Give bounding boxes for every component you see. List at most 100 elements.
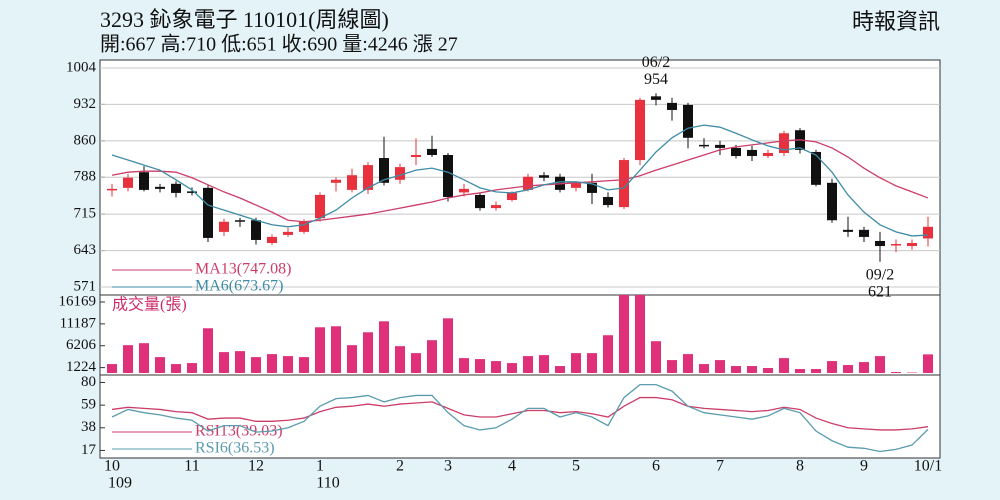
candle-body <box>379 158 389 183</box>
x-sub-label: 110 <box>316 475 339 492</box>
candle-body <box>539 175 549 178</box>
plot-area <box>99 59 941 459</box>
candle-body <box>187 191 197 193</box>
candle-body <box>219 221 229 232</box>
bar <box>363 332 373 373</box>
annotation: 06/2 <box>642 54 670 71</box>
bar <box>379 321 389 373</box>
source: 時報資訊 <box>852 9 940 34</box>
bar <box>875 356 885 373</box>
bar <box>603 335 613 373</box>
series-line <box>111 383 929 453</box>
x-tick-label: 3 <box>444 458 452 475</box>
bar <box>459 358 469 373</box>
bar <box>395 346 405 373</box>
candle-body <box>411 154 421 158</box>
bar <box>507 363 517 373</box>
bar <box>475 359 485 373</box>
candle-body <box>651 96 661 100</box>
candle-body <box>587 182 597 193</box>
candle-body <box>427 148 437 155</box>
volume-bars <box>107 295 933 373</box>
bar <box>187 363 197 373</box>
y-tick-label: 571 <box>74 278 97 294</box>
legend-label: RSI13(39.03) <box>195 423 283 440</box>
candle-body <box>395 167 405 180</box>
x-tick-label: 5 <box>572 458 580 475</box>
x-tick-label: 12 <box>248 458 264 475</box>
candle-body <box>699 144 709 147</box>
candle-body <box>235 220 245 222</box>
bar <box>251 357 261 373</box>
candle-body <box>475 194 485 209</box>
candle-body <box>331 179 341 183</box>
x-tick-label: 10/1 <box>914 458 942 475</box>
bar <box>523 356 533 373</box>
y-tick-label: 11187 <box>60 315 97 331</box>
candle-body <box>443 154 453 197</box>
bar <box>299 357 309 373</box>
y-tick-label: 59 <box>81 397 96 413</box>
candle-body <box>107 188 117 191</box>
bar <box>667 360 677 373</box>
bar <box>587 353 597 373</box>
bar <box>427 340 437 373</box>
bar <box>107 364 117 373</box>
bar <box>443 318 453 373</box>
candle-body <box>731 147 741 157</box>
y-tick-label: 932 <box>74 96 97 112</box>
x-tick-label: 11 <box>184 458 199 475</box>
bar <box>555 366 565 373</box>
y-tick-label: 1004 <box>66 59 97 75</box>
quote: 開:667 高:710 低:651 收:690 量:4246 漲 27 <box>100 33 458 56</box>
candle-body <box>283 231 293 235</box>
bar <box>811 369 821 373</box>
legend-label: MA6(673.67) <box>195 278 283 295</box>
bar <box>747 366 757 373</box>
bar <box>843 365 853 373</box>
x-tick-label: 6 <box>652 458 660 475</box>
candle-body <box>203 187 213 238</box>
bar <box>123 345 133 373</box>
candle-body <box>491 205 501 209</box>
candle-body <box>843 229 853 232</box>
bar <box>203 328 213 373</box>
bar <box>731 366 741 373</box>
candle-body <box>635 99 645 161</box>
candle-body <box>891 244 901 246</box>
bar <box>859 362 869 373</box>
x-sub-label: 109 <box>108 475 132 492</box>
bar <box>347 345 357 373</box>
y-tick-label: 6206 <box>66 337 97 353</box>
bar <box>619 295 629 373</box>
y-tick-label: 860 <box>74 132 97 148</box>
candle-body <box>859 229 869 237</box>
bar <box>651 341 661 373</box>
bar <box>795 369 805 373</box>
candle-body <box>267 236 277 243</box>
y-tick-label: 788 <box>74 169 97 185</box>
x-tick-label: 7 <box>716 458 724 475</box>
bar <box>699 364 709 373</box>
candle-body <box>619 160 629 208</box>
candle-body <box>715 144 725 148</box>
y-tick-label: 17 <box>81 442 97 458</box>
candle-body <box>363 165 373 190</box>
y-tick-label: 80 <box>81 374 96 390</box>
candle-body <box>299 221 309 232</box>
x-tick-label: 8 <box>796 458 804 475</box>
candle-body <box>923 226 933 239</box>
y-tick-label: 643 <box>74 242 97 258</box>
candle-body <box>155 186 165 189</box>
bar <box>779 358 789 373</box>
bar <box>635 295 645 373</box>
bar <box>235 351 245 373</box>
series-line <box>111 396 929 431</box>
candle-body <box>507 192 517 201</box>
bar <box>763 368 773 373</box>
bar <box>331 326 341 373</box>
bar <box>715 360 725 373</box>
candle-body <box>811 151 821 185</box>
bar <box>267 354 277 373</box>
